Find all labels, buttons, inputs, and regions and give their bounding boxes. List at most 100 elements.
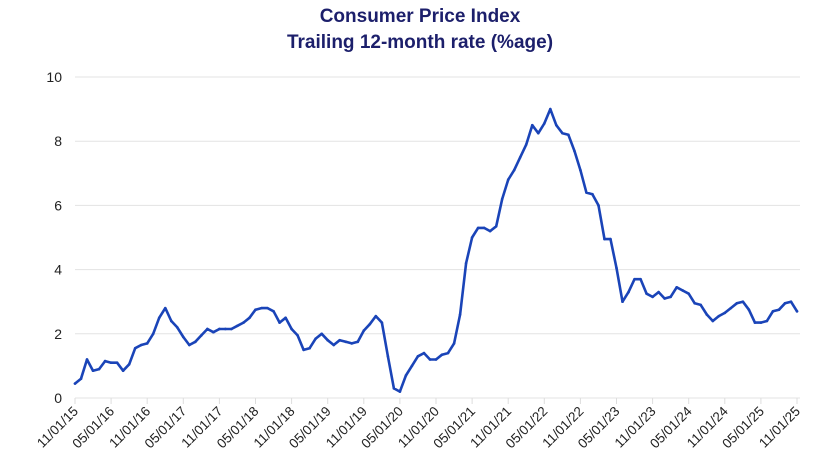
data-point <box>290 327 293 331</box>
data-point <box>488 229 492 233</box>
data-point <box>127 362 131 366</box>
data-point <box>795 310 799 313</box>
data-point <box>350 342 354 345</box>
data-point <box>452 342 456 345</box>
data-point <box>308 346 311 350</box>
data-point <box>254 308 257 312</box>
data-point <box>476 226 480 230</box>
data-point <box>549 107 552 111</box>
data-point <box>302 348 305 352</box>
data-point <box>200 334 203 337</box>
y-tick-label: 2 <box>54 326 62 342</box>
data-point <box>212 330 215 334</box>
data-point <box>699 303 703 307</box>
data-point <box>410 364 414 368</box>
data-point <box>524 143 528 146</box>
data-point <box>687 292 690 295</box>
data-point <box>500 197 504 201</box>
data-point <box>705 313 709 316</box>
data-point <box>85 358 89 361</box>
data-point <box>320 332 323 336</box>
data-point <box>218 327 221 331</box>
data-point <box>681 289 684 292</box>
data-point <box>729 306 733 310</box>
data-point <box>362 329 366 332</box>
data-point <box>224 327 227 331</box>
data-point <box>428 358 432 361</box>
data-point <box>121 369 125 373</box>
data-point <box>639 277 642 281</box>
data-point <box>194 340 197 344</box>
y-tick-label: 10 <box>46 69 62 85</box>
data-point <box>615 266 618 270</box>
data-point <box>482 226 486 230</box>
y-tick-label: 6 <box>54 197 62 213</box>
data-point <box>284 316 287 320</box>
data-point <box>633 277 636 281</box>
data-point <box>272 310 275 313</box>
data-point <box>494 224 498 228</box>
data-point <box>175 326 179 329</box>
y-tick-label: 8 <box>54 133 62 149</box>
data-point <box>458 313 462 316</box>
data-point <box>585 191 588 194</box>
data-point <box>693 302 697 305</box>
chart-title: Consumer Price Index <box>319 6 521 27</box>
data-point <box>404 374 408 377</box>
data-point <box>368 322 372 326</box>
data-point <box>609 237 612 241</box>
data-point <box>145 342 149 345</box>
data-point <box>645 292 648 295</box>
data-point <box>151 332 155 336</box>
data-point <box>230 327 233 331</box>
data-point <box>597 204 600 207</box>
data-point <box>139 343 143 347</box>
data-point <box>603 237 606 241</box>
data-point <box>663 297 666 300</box>
data-point <box>470 236 474 239</box>
data-point <box>338 338 342 342</box>
data-point <box>380 321 384 324</box>
data-point <box>747 308 751 312</box>
data-point <box>567 133 570 137</box>
data-point <box>416 354 420 358</box>
data-point <box>206 327 209 331</box>
data-point <box>242 321 245 324</box>
data-point <box>236 324 239 328</box>
y-tick-label: 0 <box>54 390 62 406</box>
data-point <box>314 337 317 340</box>
data-point <box>621 300 624 304</box>
data-point <box>386 354 390 358</box>
data-point <box>561 131 564 135</box>
data-point <box>91 369 95 373</box>
data-point <box>422 351 426 355</box>
data-point <box>356 340 360 344</box>
data-point <box>627 290 630 294</box>
data-point <box>374 314 378 318</box>
cpi-series-line <box>73 107 799 393</box>
data-point <box>506 178 510 182</box>
data-point <box>530 123 534 127</box>
data-point <box>440 353 444 356</box>
data-point <box>591 192 594 196</box>
data-point <box>669 295 672 299</box>
data-point <box>759 321 763 324</box>
data-point <box>163 306 167 310</box>
data-point <box>573 149 576 153</box>
data-point <box>73 382 77 385</box>
data-point <box>723 311 727 315</box>
data-point <box>675 285 678 289</box>
data-point <box>735 302 739 305</box>
data-point <box>109 361 113 364</box>
data-point <box>434 358 438 361</box>
data-point <box>278 321 281 324</box>
data-point <box>711 319 715 323</box>
data-point <box>783 302 787 305</box>
data-point <box>753 321 757 324</box>
data-point <box>326 338 330 342</box>
data-point <box>518 155 522 159</box>
chart-subtitle: Trailing 12-month rate (%age) <box>286 32 554 53</box>
data-point <box>79 377 83 381</box>
data-point <box>115 361 119 364</box>
